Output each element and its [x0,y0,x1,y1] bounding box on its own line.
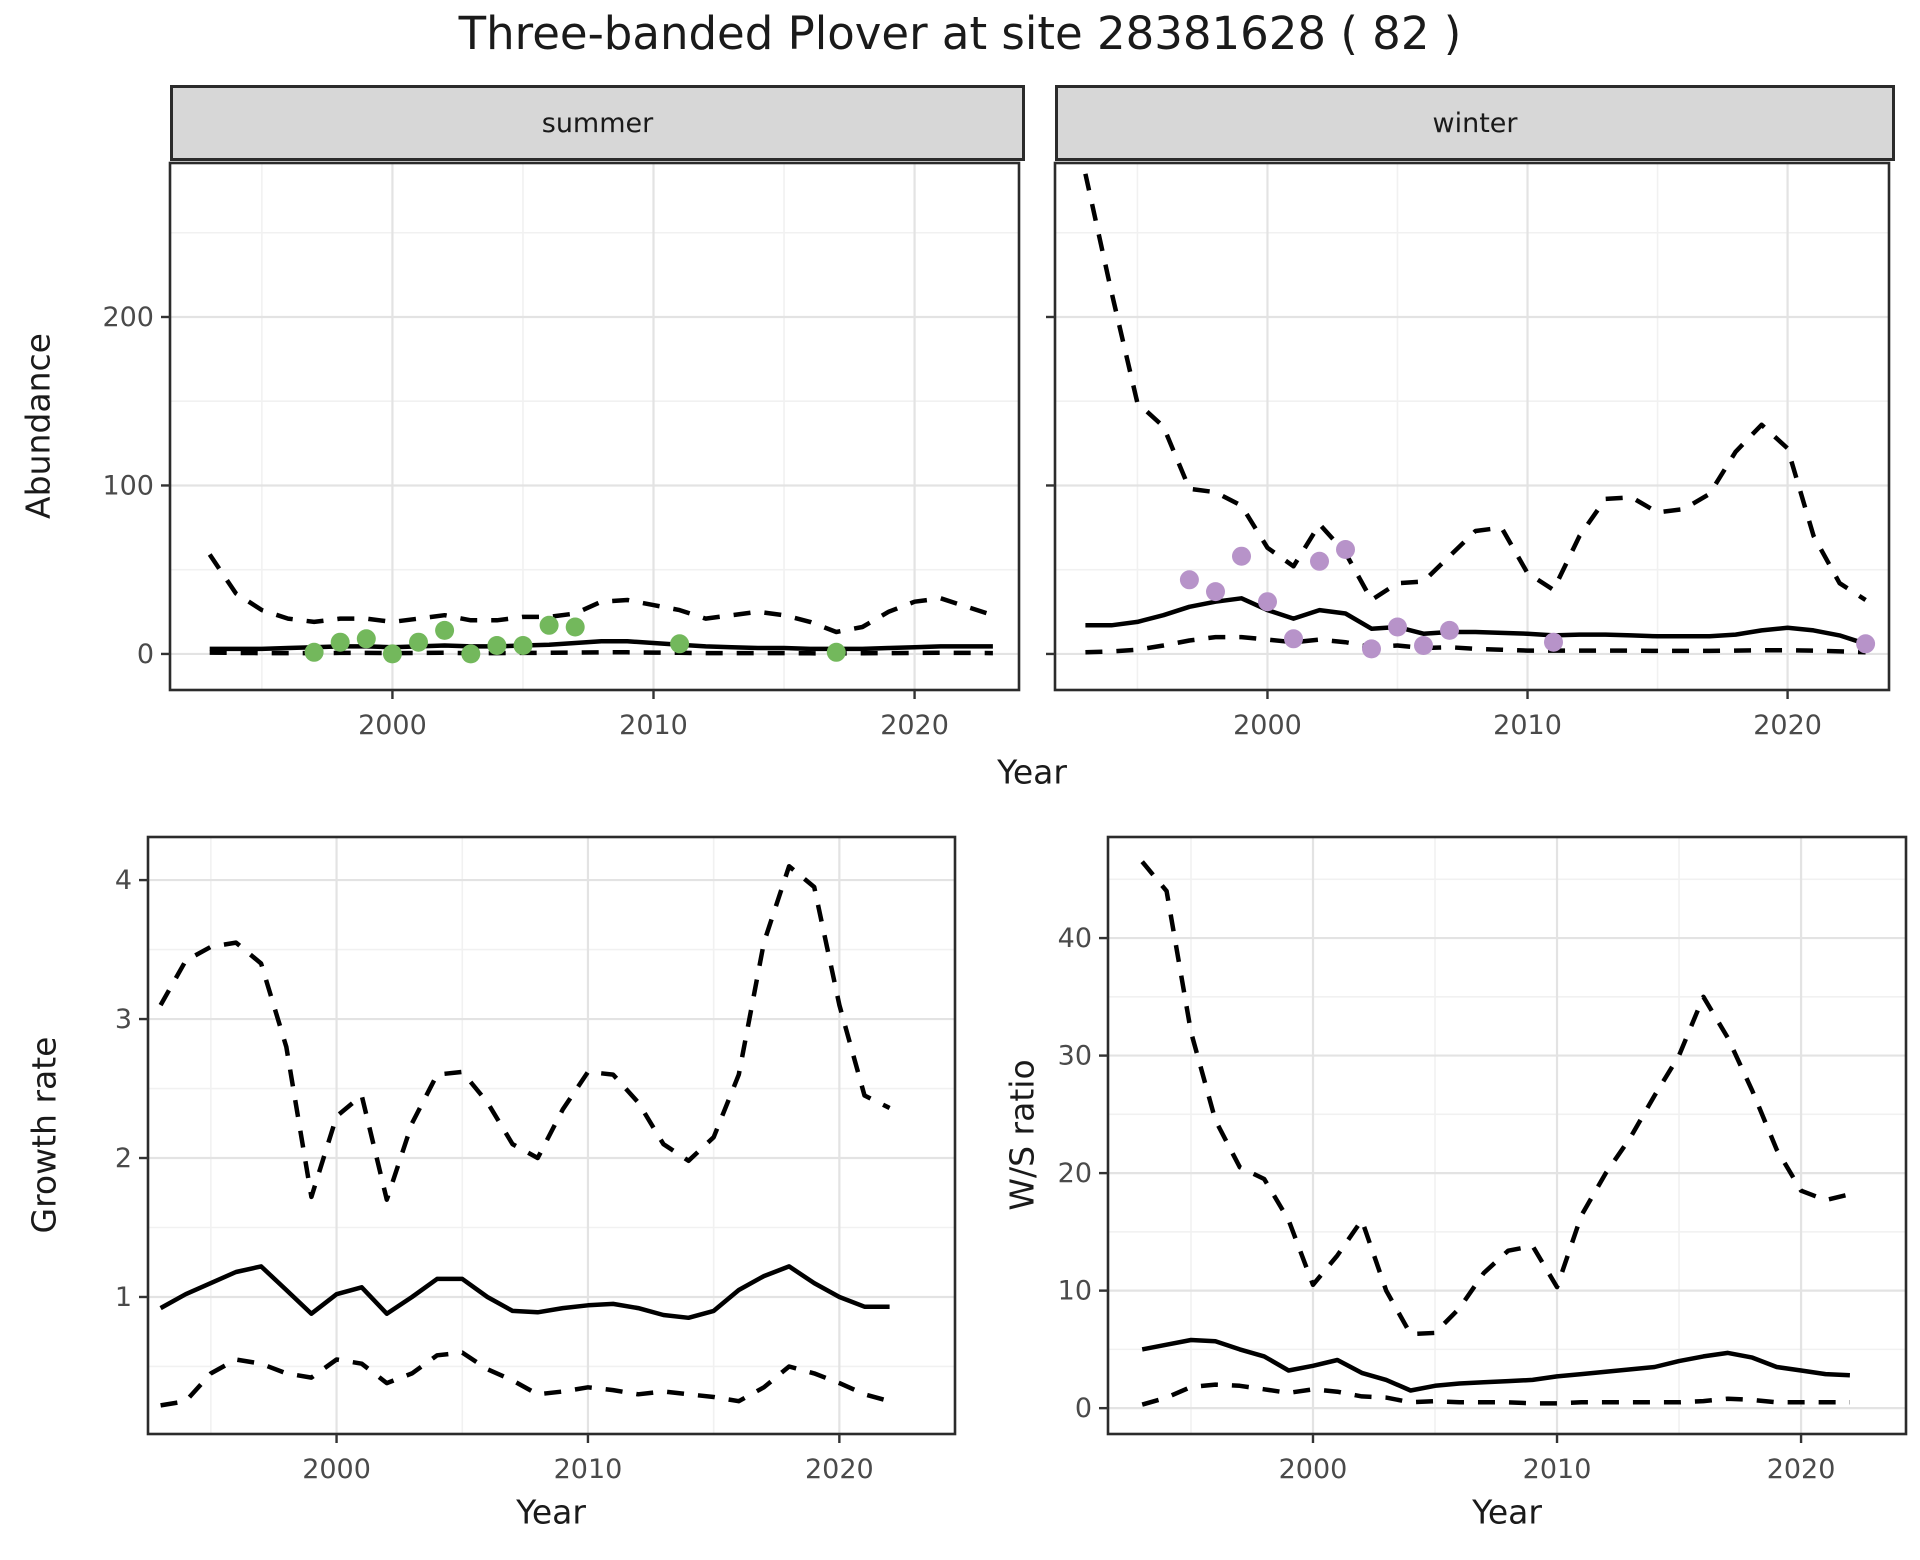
panel-ratio: 2000 2010 2020 0 10 20 30 40 [1058,835,1908,1485]
y-tick-label: 200 [102,302,154,333]
series-upper_ci-growth [158,863,891,1202]
facet-strip-winter: winter [1055,85,1895,161]
y-tick-label: 10 [1058,1276,1092,1307]
series-lower_ci-winter [1085,634,1866,655]
data-point-summer [330,632,350,652]
data-point-winter [1284,629,1303,649]
y-tick-label: 3 [115,1004,132,1035]
series-lower_ci-summer [209,650,993,656]
facet-strip-label-winter: winter [1432,107,1518,139]
y-tick-label: 30 [1058,1041,1092,1072]
y-tick-label: 4 [115,865,132,896]
data-point-summer [435,620,455,640]
chart-title: Three-banded Plover at site 28381628 ( 8… [458,7,1462,60]
series-upper_ci-ratio [1140,860,1851,1337]
data-point-winter [1440,620,1459,640]
data-point-summer [565,617,585,637]
data-point-summer [513,636,533,655]
y-tick-label: 40 [1058,923,1092,954]
data-point-winter [1206,582,1225,602]
data-point-summer [826,642,846,662]
x-tick-label: 2000 [358,710,427,741]
y-tick-label: 0 [137,639,154,670]
x-tick-label: 2020 [880,710,949,741]
data-point-winter [1544,632,1563,652]
panel-summer: 2000 2010 2020 0 100 200 [102,161,1021,741]
facet-strip-summer: summer [170,85,1025,161]
x-tick-label: 2010 [554,1454,623,1485]
x-tick-label: 2000 [1279,1454,1348,1485]
x-tick-label: 2010 [619,710,688,741]
x-tick-label: 2000 [1233,710,1302,741]
data-point-winter [1362,639,1381,659]
y-tick-label: 20 [1058,1158,1092,1189]
y-tick-label: 2 [115,1143,132,1174]
series-lower_ci-ratio [1141,1382,1850,1407]
x-axis-title-year-bottom-right: Year [1472,1492,1542,1532]
series-upper_ci-winter [1083,173,1867,603]
data-point-summer [304,642,324,662]
data-point-winter [1336,540,1355,559]
panel-growth: 2000 2010 2020 1 2 3 4 [115,835,957,1485]
series-median-winter [1085,596,1867,646]
data-point-winter [1310,551,1329,571]
data-point-summer [461,644,481,664]
y-tick-label: 0 [1075,1393,1092,1424]
y-tick-label: 100 [102,470,154,501]
series-lower_ci-growth [160,1350,891,1408]
data-point-winter [1414,636,1433,655]
data-point-winter [1856,634,1876,654]
data-point-summer [409,632,428,652]
panel-winter: 2000 2010 2020 [1046,161,1891,741]
x-tick-label: 2010 [1493,710,1562,741]
data-point-winter [1232,546,1251,566]
x-tick-label: 2020 [805,1454,874,1485]
x-tick-label: 2020 [1767,1454,1836,1485]
y-tick-label: 1 [115,1282,132,1313]
data-point-winter [1388,617,1407,637]
x-axis-title-year-bottom-left: Year [516,1492,586,1532]
x-axis-title-year-top: Year [997,752,1067,792]
data-point-winter [1258,592,1277,612]
series-median-ratio [1141,1337,1851,1393]
x-tick-label: 2020 [1753,710,1822,741]
data-point-summer [539,615,559,635]
data-point-winter [1179,570,1199,590]
facet-strip-label-summer: summer [541,107,654,139]
data-point-summer [670,634,690,654]
series-median-growth [159,1264,890,1321]
x-tick-label: 2010 [1523,1454,1592,1485]
x-tick-label: 2000 [302,1454,371,1485]
series-upper_ci-summer [207,553,994,635]
data-point-summer [356,629,376,649]
data-point-summer [382,644,402,664]
data-point-summer [487,636,507,655]
